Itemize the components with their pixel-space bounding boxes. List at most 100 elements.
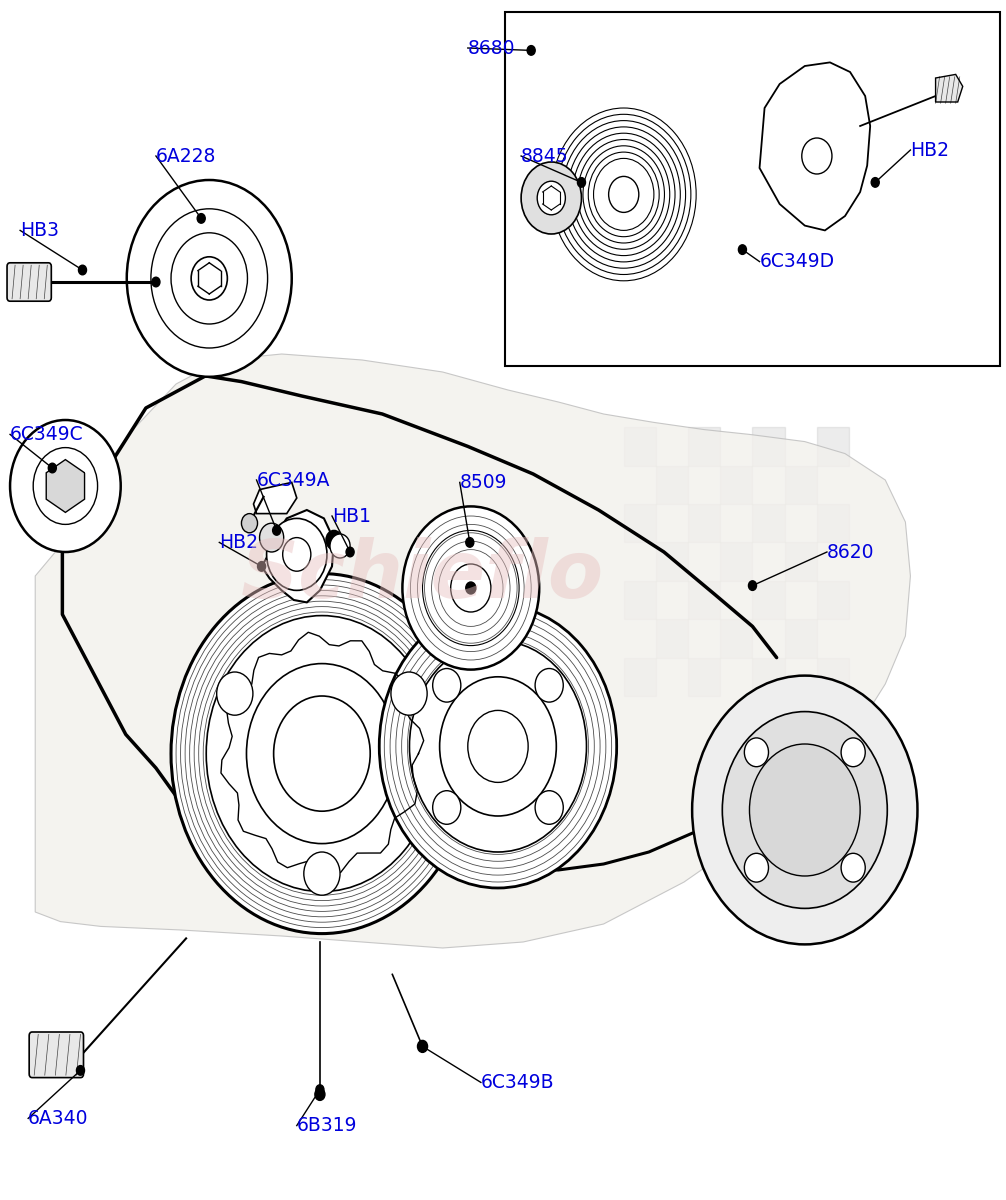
Circle shape (802, 138, 832, 174)
Text: 6C349A: 6C349A (257, 470, 330, 490)
Circle shape (171, 574, 473, 934)
Circle shape (304, 852, 340, 895)
Bar (688, 581, 720, 619)
Circle shape (418, 1042, 427, 1051)
Polygon shape (760, 62, 870, 230)
Bar (656, 542, 688, 581)
Circle shape (451, 564, 491, 612)
Bar (752, 504, 785, 542)
Circle shape (391, 672, 428, 715)
Bar (752, 581, 785, 619)
Circle shape (48, 463, 56, 473)
Text: 6C349C: 6C349C (10, 425, 83, 444)
Bar (688, 427, 720, 466)
Circle shape (241, 514, 258, 533)
Text: 6C349D: 6C349D (760, 252, 835, 271)
Bar (752, 658, 785, 696)
Circle shape (692, 676, 917, 944)
Bar (720, 542, 752, 581)
Circle shape (577, 178, 585, 187)
Circle shape (346, 547, 354, 557)
Bar (656, 619, 688, 658)
Polygon shape (254, 482, 297, 514)
Circle shape (258, 562, 266, 571)
Text: 6B319: 6B319 (297, 1116, 357, 1135)
Circle shape (326, 530, 342, 550)
Bar (752, 427, 785, 466)
Bar (720, 619, 752, 658)
Text: 6C349B: 6C349B (481, 1073, 554, 1092)
Circle shape (316, 1085, 324, 1094)
Circle shape (466, 538, 474, 547)
Circle shape (152, 277, 160, 287)
Circle shape (535, 791, 563, 824)
Bar (817, 658, 849, 696)
Polygon shape (149, 230, 272, 330)
Bar (817, 427, 849, 466)
Circle shape (191, 257, 227, 300)
Bar (785, 619, 817, 658)
Circle shape (468, 710, 528, 782)
Circle shape (127, 180, 292, 377)
FancyBboxPatch shape (29, 1032, 83, 1078)
Text: 6A340: 6A340 (28, 1109, 89, 1128)
Polygon shape (46, 460, 85, 512)
Circle shape (748, 581, 757, 590)
Circle shape (197, 214, 205, 223)
Bar (624, 658, 656, 696)
Circle shape (10, 420, 121, 552)
Bar (817, 504, 849, 542)
Circle shape (216, 672, 253, 715)
Circle shape (871, 178, 879, 187)
Text: HB2: HB2 (910, 140, 950, 160)
Text: HB3: HB3 (20, 221, 59, 240)
Circle shape (417, 1040, 428, 1052)
Text: 8845: 8845 (521, 146, 568, 166)
Circle shape (722, 712, 887, 908)
Text: 8680: 8680 (468, 38, 515, 58)
Bar (688, 504, 720, 542)
FancyBboxPatch shape (7, 263, 51, 301)
Circle shape (260, 523, 284, 552)
Circle shape (744, 853, 769, 882)
Bar (624, 504, 656, 542)
Text: 8620: 8620 (827, 542, 874, 562)
Bar (785, 466, 817, 504)
Circle shape (841, 738, 865, 767)
Circle shape (527, 46, 535, 55)
Bar (624, 581, 656, 619)
Text: 8509: 8509 (460, 473, 507, 492)
Bar (817, 581, 849, 619)
Circle shape (609, 176, 639, 212)
Circle shape (841, 853, 865, 882)
Text: 6A228: 6A228 (156, 146, 216, 166)
Circle shape (738, 245, 746, 254)
Circle shape (749, 744, 860, 876)
Bar (688, 658, 720, 696)
Text: HB1: HB1 (332, 506, 371, 526)
Circle shape (744, 738, 769, 767)
Circle shape (330, 534, 350, 558)
Circle shape (535, 668, 563, 702)
Circle shape (379, 605, 617, 888)
Bar (505, 12, 1000, 366)
Circle shape (78, 265, 87, 275)
Circle shape (466, 582, 476, 594)
Circle shape (537, 181, 565, 215)
Circle shape (273, 526, 281, 535)
Circle shape (402, 506, 539, 670)
Polygon shape (35, 354, 910, 948)
Bar (656, 466, 688, 504)
Circle shape (315, 1088, 325, 1100)
Bar (624, 427, 656, 466)
Bar (720, 466, 752, 504)
Circle shape (76, 1066, 85, 1075)
Circle shape (433, 791, 461, 824)
Circle shape (267, 518, 327, 590)
Text: Schieflo: Schieflo (241, 538, 604, 614)
Polygon shape (262, 510, 334, 602)
Polygon shape (936, 74, 963, 102)
Circle shape (433, 668, 461, 702)
Bar (785, 542, 817, 581)
Circle shape (521, 162, 581, 234)
